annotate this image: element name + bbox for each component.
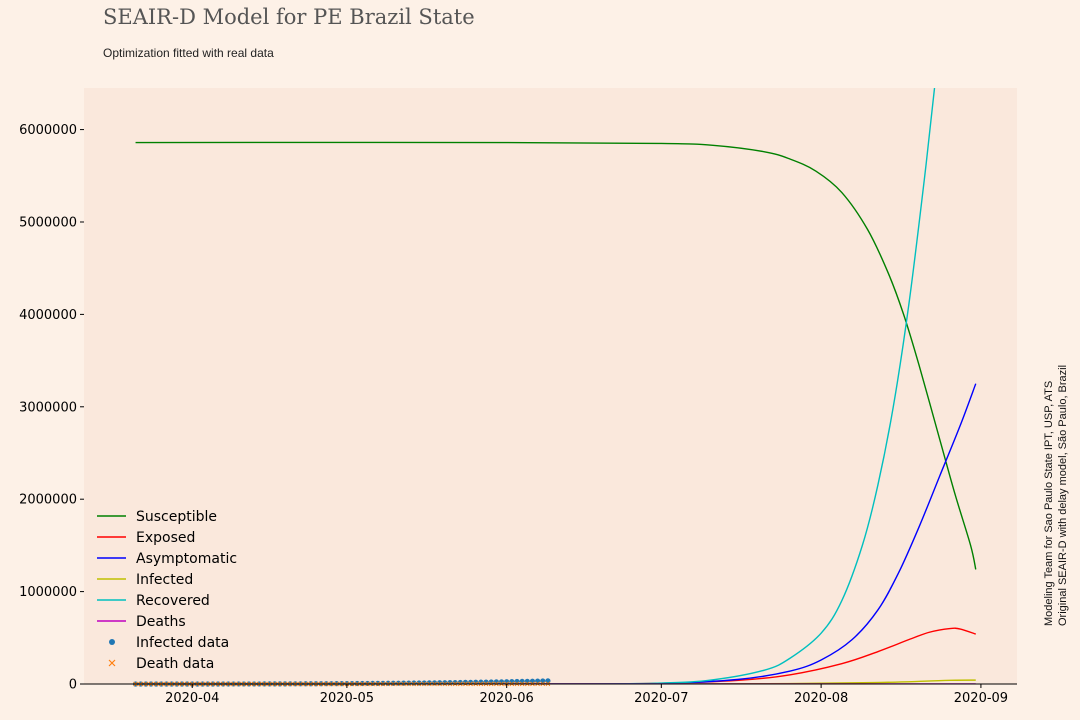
legend-item-susceptible: Susceptible (97, 509, 217, 525)
legend-item-asymptomatic: Asymptomatic (97, 551, 237, 567)
infected-data-point (524, 678, 530, 684)
infected-data-point (400, 680, 407, 686)
series-line-asymptomatic (135, 383, 977, 684)
legend-item-exposed: Exposed (97, 530, 195, 546)
legend-label: Death data (136, 656, 214, 672)
legend-item-recovered: Recovered (97, 593, 210, 609)
legend-item-death-data: Death data (108, 656, 214, 672)
legend-item-deaths: Deaths (97, 614, 186, 630)
x-tick-label: 2020-06 (480, 691, 534, 706)
legend-label: Asymptomatic (136, 551, 237, 567)
infected-data-point (416, 680, 422, 686)
legend-swatch (109, 639, 115, 645)
series-line-susceptible (135, 141, 977, 570)
legend-item-infected-data: Infected data (109, 635, 229, 651)
x-tick-label: 2020-07 (634, 691, 688, 706)
infected-data-point (529, 678, 536, 684)
legend-item-infected: Infected (97, 572, 193, 588)
series-line-exposed (135, 627, 976, 684)
y-tick-label: 2000000 (19, 493, 77, 508)
y-tick-label: 6000000 (19, 123, 77, 138)
x-tick-label: 2020-09 (954, 691, 1008, 706)
legend-label: Deaths (136, 614, 186, 630)
chart-subtitle: Optimization fitted with real data (103, 46, 274, 60)
legend-label: Infected data (136, 635, 229, 651)
infected-data-point (390, 680, 396, 686)
y-tick-label: 5000000 (19, 215, 77, 230)
y-tick-label: 4000000 (19, 308, 77, 323)
chart-title: SEAIR-D Model for PE Brazil State (103, 5, 475, 29)
legend-label: Exposed (136, 530, 195, 546)
legend-swatch (108, 659, 116, 667)
legend-label: Infected (136, 572, 193, 588)
infected-data-point (535, 678, 541, 684)
y-tick-label: 0 (69, 678, 77, 693)
legend-label: Susceptible (136, 509, 217, 525)
infected-data-point (406, 680, 412, 686)
x-tick-label: 2020-08 (794, 691, 848, 706)
infected-data-point (426, 680, 432, 686)
legend: Susceptible Exposed Asymptomatic Infected Re… (97, 509, 237, 672)
infected-data-point (411, 680, 417, 686)
axes: 2020-04 2020-05 2020-06 2020-07 2020-08 2020-… (19, 123, 1017, 706)
legend-label: Recovered (136, 593, 210, 609)
infected-data-point (540, 678, 546, 684)
infected-data-point (421, 680, 427, 686)
plot-area (84, 88, 1017, 684)
infected-data-point (478, 679, 484, 685)
infected-data-point (395, 680, 402, 686)
y-tick-label: 3000000 (19, 400, 77, 415)
x-tick-label: 2020-05 (320, 691, 374, 706)
y-tick-label: 1000000 (19, 585, 77, 600)
infected-data-point (483, 679, 489, 685)
x-tick-label: 2020-04 (165, 691, 219, 706)
